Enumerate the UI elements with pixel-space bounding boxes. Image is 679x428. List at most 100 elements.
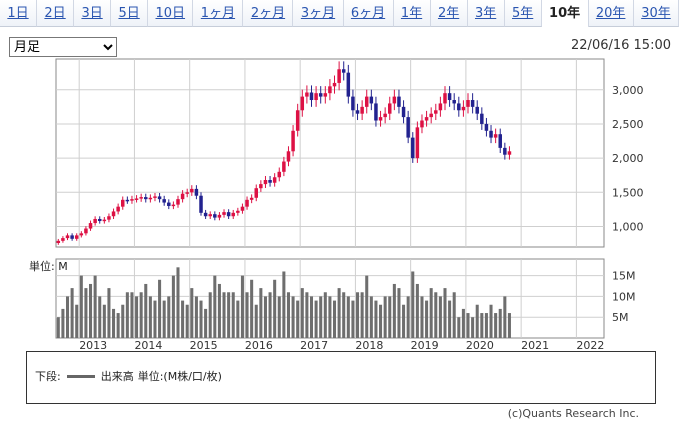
tab-label: 6ヶ月 [350, 6, 386, 21]
volume-bar [144, 283, 148, 338]
candle-body [56, 240, 61, 244]
volume-bar [125, 292, 129, 338]
y-tick-label: 3,000 [612, 84, 644, 97]
candle-body [148, 197, 153, 200]
volume-bar [489, 304, 493, 338]
tab-10[interactable]: 2年 [430, 0, 468, 27]
candle-body [503, 147, 507, 155]
candle-body [374, 103, 378, 121]
candle-body [305, 92, 309, 97]
tab-8[interactable]: 6ヶ月 [343, 0, 394, 27]
candle-body [144, 197, 148, 200]
candle-body [93, 218, 97, 224]
volume-bar [291, 296, 295, 338]
candle-body [74, 235, 79, 239]
candle-body [360, 106, 364, 114]
candle-body [199, 195, 203, 213]
volume-bar [503, 296, 507, 338]
candle-body [295, 110, 300, 131]
volume-bar [507, 313, 511, 338]
volume-bar [236, 300, 240, 338]
volume-bar [471, 317, 475, 338]
tab-label: 10日 [155, 6, 186, 21]
candle-body [134, 198, 139, 200]
tab-0[interactable]: 1日 [0, 0, 38, 27]
volume-bar [346, 296, 350, 338]
volume-tick-label: 10M [612, 290, 636, 303]
tab-12[interactable]: 5年 [504, 0, 542, 27]
volume-bar [89, 283, 93, 338]
tab-15[interactable]: 30年 [633, 0, 679, 27]
candle-body [328, 86, 332, 94]
candle-body [438, 103, 443, 111]
candle-body [125, 199, 130, 202]
candle-body [378, 117, 383, 121]
candle-body [309, 92, 314, 101]
candle-body [121, 199, 125, 207]
candle-body [452, 100, 456, 104]
volume-bar [438, 296, 442, 338]
volume-bar [190, 288, 194, 338]
x-tick-label: 2019 [411, 339, 439, 350]
volume-bar [181, 300, 185, 338]
tab-label: 20年 [595, 6, 626, 21]
candle-body [240, 206, 245, 211]
candle-body [88, 223, 93, 229]
tab-9[interactable]: 1年 [393, 0, 431, 27]
candle-body [507, 151, 512, 155]
tab-7[interactable]: 3ヶ月 [293, 0, 344, 27]
volume-bar [351, 300, 355, 338]
volume-bar [286, 292, 290, 338]
volume-bar [337, 288, 341, 338]
candle-body [369, 96, 374, 104]
candle-body [70, 235, 74, 239]
candle-body [383, 113, 387, 118]
x-tick-label: 2021 [521, 339, 549, 350]
tab-2[interactable]: 3日 [74, 0, 112, 27]
x-tick-label: 2013 [79, 339, 107, 350]
tab-11[interactable]: 3年 [467, 0, 505, 27]
candle-body [61, 238, 65, 241]
candle-body [282, 161, 286, 172]
period-select[interactable]: 月足 [9, 37, 117, 57]
range-tabs: 1日 2日 3日 5日 10日 1ヶ月 2ヶ月 3ヶ月 6ヶ月 1年 2年 3年 5年 10年 20年 30年 [0, 0, 679, 27]
candle-body [429, 113, 433, 118]
volume-bar [121, 304, 125, 338]
copyright: (c)Quants Research Inc. [507, 407, 639, 420]
legend-box: 下段: 出来高 単位:(M株/口/枚) [26, 351, 656, 404]
candle-body [318, 93, 323, 97]
candle-body [470, 100, 475, 107]
candle-body [249, 197, 254, 200]
tab-13[interactable]: 10年 [541, 0, 589, 27]
tab-3[interactable]: 5日 [111, 0, 149, 27]
candle-body [484, 123, 489, 131]
tab-4[interactable]: 10日 [148, 0, 194, 27]
candle-body [364, 96, 369, 107]
volume-tick-label: 5M [612, 311, 629, 324]
volume-bar [259, 288, 263, 338]
tab-14[interactable]: 20年 [588, 0, 634, 27]
candle-body [434, 110, 438, 114]
y-tick-label: 1,000 [612, 220, 644, 233]
volume-legend-swatch [66, 374, 95, 378]
volume-bar [213, 275, 217, 338]
candle-body [346, 72, 351, 97]
candle-body [236, 210, 240, 213]
candle-body [480, 113, 484, 124]
tab-label: 3ヶ月 [300, 6, 336, 21]
tab-label: 2ヶ月 [250, 6, 286, 21]
tab-5[interactable]: 1ヶ月 [193, 0, 244, 27]
volume-bar [273, 279, 277, 338]
candle-body [457, 103, 461, 111]
candle-body [79, 233, 84, 236]
candle-body [355, 110, 360, 114]
tab-6[interactable]: 2ヶ月 [243, 0, 294, 27]
candle-body [443, 93, 447, 104]
candle-body [341, 69, 346, 73]
candle-body [217, 214, 222, 218]
tab-1[interactable]: 2日 [37, 0, 75, 27]
candle-body [493, 134, 498, 138]
x-tick-label: 2016 [245, 339, 273, 350]
candle-body [157, 196, 162, 200]
volume-bar [75, 304, 79, 338]
